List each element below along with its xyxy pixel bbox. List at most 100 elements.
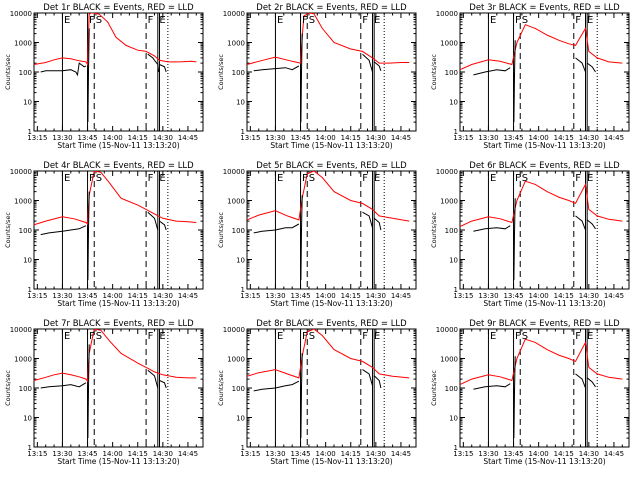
events-series-line <box>87 191 90 281</box>
y-tick-label: 10 <box>449 257 458 265</box>
y-tick-label: 10 <box>449 415 458 423</box>
x-tick-label: 14:45 <box>391 292 411 300</box>
plot-frame <box>33 328 204 448</box>
y-tick-label: 1000 <box>14 40 32 48</box>
time-marker-label: F <box>89 173 95 184</box>
y-tick-label: 1000 <box>227 198 245 206</box>
x-axis-label: Start Time (15-Nov-11 13:13:20) <box>483 299 605 308</box>
plot-area <box>460 171 623 289</box>
y-axis-label: Counts/sec <box>4 212 12 248</box>
x-tick-label: 14:15 <box>554 450 574 458</box>
time-marker-label: S <box>522 331 528 342</box>
y-tick-label: 100 <box>19 227 32 235</box>
x-tick-label: 13:45 <box>77 450 97 458</box>
time-marker-label: E <box>159 15 165 26</box>
x-axis-label: Start Time (15-Nov-11 13:13:20) <box>270 141 392 150</box>
x-tick-label: 13:45 <box>503 134 523 142</box>
time-marker-label: E <box>64 331 70 342</box>
x-tick-label: 14:45 <box>178 134 198 142</box>
events-series-line <box>159 380 167 389</box>
x-axis-label: Start Time (15-Nov-11 13:13:20) <box>57 457 179 466</box>
time-marker-label: E <box>587 331 593 342</box>
lld-series-line <box>247 171 410 222</box>
x-tick-label: 13:45 <box>290 292 310 300</box>
y-tick-label: 10 <box>236 99 245 107</box>
detector-panel: Det 1r BLACK = Events, RED = LLD 1 10 100 10… <box>4 3 204 150</box>
x-tick-label: 14:00 <box>103 450 123 458</box>
events-series-line <box>300 195 303 281</box>
time-marker-label: F <box>362 15 368 26</box>
events-series-line <box>373 375 382 389</box>
y-tick-label: 10 <box>23 99 32 107</box>
y-tick-label: 10 <box>23 257 32 265</box>
x-axis-label: Start Time (15-Nov-11 13:13:20) <box>270 457 392 466</box>
time-marker-label: E <box>490 15 496 26</box>
events-series-line <box>147 211 159 231</box>
x-tick-label: 13:30 <box>265 450 285 458</box>
y-tick-label: 10000 <box>10 326 32 334</box>
y-tick-label: 10000 <box>223 10 245 18</box>
x-tick-label: 14:30 <box>153 450 173 458</box>
x-axis-label: Start Time (15-Nov-11 13:13:20) <box>57 141 179 150</box>
events-series-line <box>253 223 300 234</box>
events-series-line <box>253 65 300 72</box>
x-tick-label: 14:15 <box>128 450 148 458</box>
x-tick-label: 13:15 <box>240 134 260 142</box>
x-tick-label: 13:45 <box>77 134 97 142</box>
x-tick-label: 14:00 <box>529 134 549 142</box>
x-tick-label: 14:30 <box>579 134 599 142</box>
plot-area <box>247 329 410 447</box>
time-marker-label: F <box>515 173 521 184</box>
detector-panel: Det 9r BLACK = Events, RED = LLD 1 10 100 10… <box>430 319 630 466</box>
x-tick-label: 14:00 <box>103 292 123 300</box>
y-tick-label: 100 <box>445 385 458 393</box>
x-tick-label: 14:30 <box>579 450 599 458</box>
x-tick-label: 14:00 <box>316 134 336 142</box>
plot-area <box>460 329 623 447</box>
x-tick-label: 14:30 <box>366 134 386 142</box>
x-tick-label: 13:45 <box>77 292 97 300</box>
x-tick-label: 14:45 <box>178 450 198 458</box>
y-tick-label: 100 <box>19 69 32 77</box>
panel-title: Det 7r BLACK = Events, RED = LLD <box>43 319 194 329</box>
x-tick-label: 13:15 <box>453 134 473 142</box>
x-tick-label: 14:30 <box>153 134 173 142</box>
plot-area <box>34 171 197 289</box>
time-marker-label: F <box>148 15 154 26</box>
x-tick-label: 13:30 <box>52 134 72 142</box>
time-marker-label: F <box>148 173 154 184</box>
x-tick-label: 13:45 <box>503 450 523 458</box>
time-marker-label: S <box>309 331 315 342</box>
lld-series-line <box>247 13 410 65</box>
events-series-line <box>373 217 382 231</box>
y-axis-label: Counts/sec <box>4 370 12 406</box>
x-tick-label: 14:00 <box>529 292 549 300</box>
events-series-line <box>40 225 87 236</box>
y-tick-label: 1 <box>241 444 245 452</box>
x-tick-label: 13:30 <box>52 450 72 458</box>
time-marker-label: F <box>575 331 581 342</box>
time-marker-label: S <box>96 331 102 342</box>
y-tick-label: 100 <box>445 69 458 77</box>
detector-panel: Det 5r BLACK = Events, RED = LLD 1 10 100 10… <box>217 161 417 308</box>
time-marker-label: E <box>490 331 496 342</box>
y-tick-label: 1 <box>454 286 458 294</box>
x-tick-label: 13:15 <box>27 134 47 142</box>
lld-series-line <box>460 338 623 386</box>
x-tick-label: 14:45 <box>178 292 198 300</box>
plot-area <box>460 13 623 131</box>
events-series-line <box>87 344 90 439</box>
y-tick-label: 10 <box>236 415 245 423</box>
events-series-line <box>362 53 373 73</box>
events-series-line <box>159 64 167 73</box>
time-marker-label: F <box>302 331 308 342</box>
time-marker-label: S <box>96 173 102 184</box>
events-series-line <box>586 219 596 230</box>
events-series-line <box>147 53 160 73</box>
y-axis-label: Counts/sec <box>217 370 225 406</box>
time-marker-label: F <box>362 331 368 342</box>
detector-panel: Det 3r BLACK = Events, RED = LLD 1 10 100 10… <box>430 3 630 150</box>
events-series-line <box>586 62 596 73</box>
